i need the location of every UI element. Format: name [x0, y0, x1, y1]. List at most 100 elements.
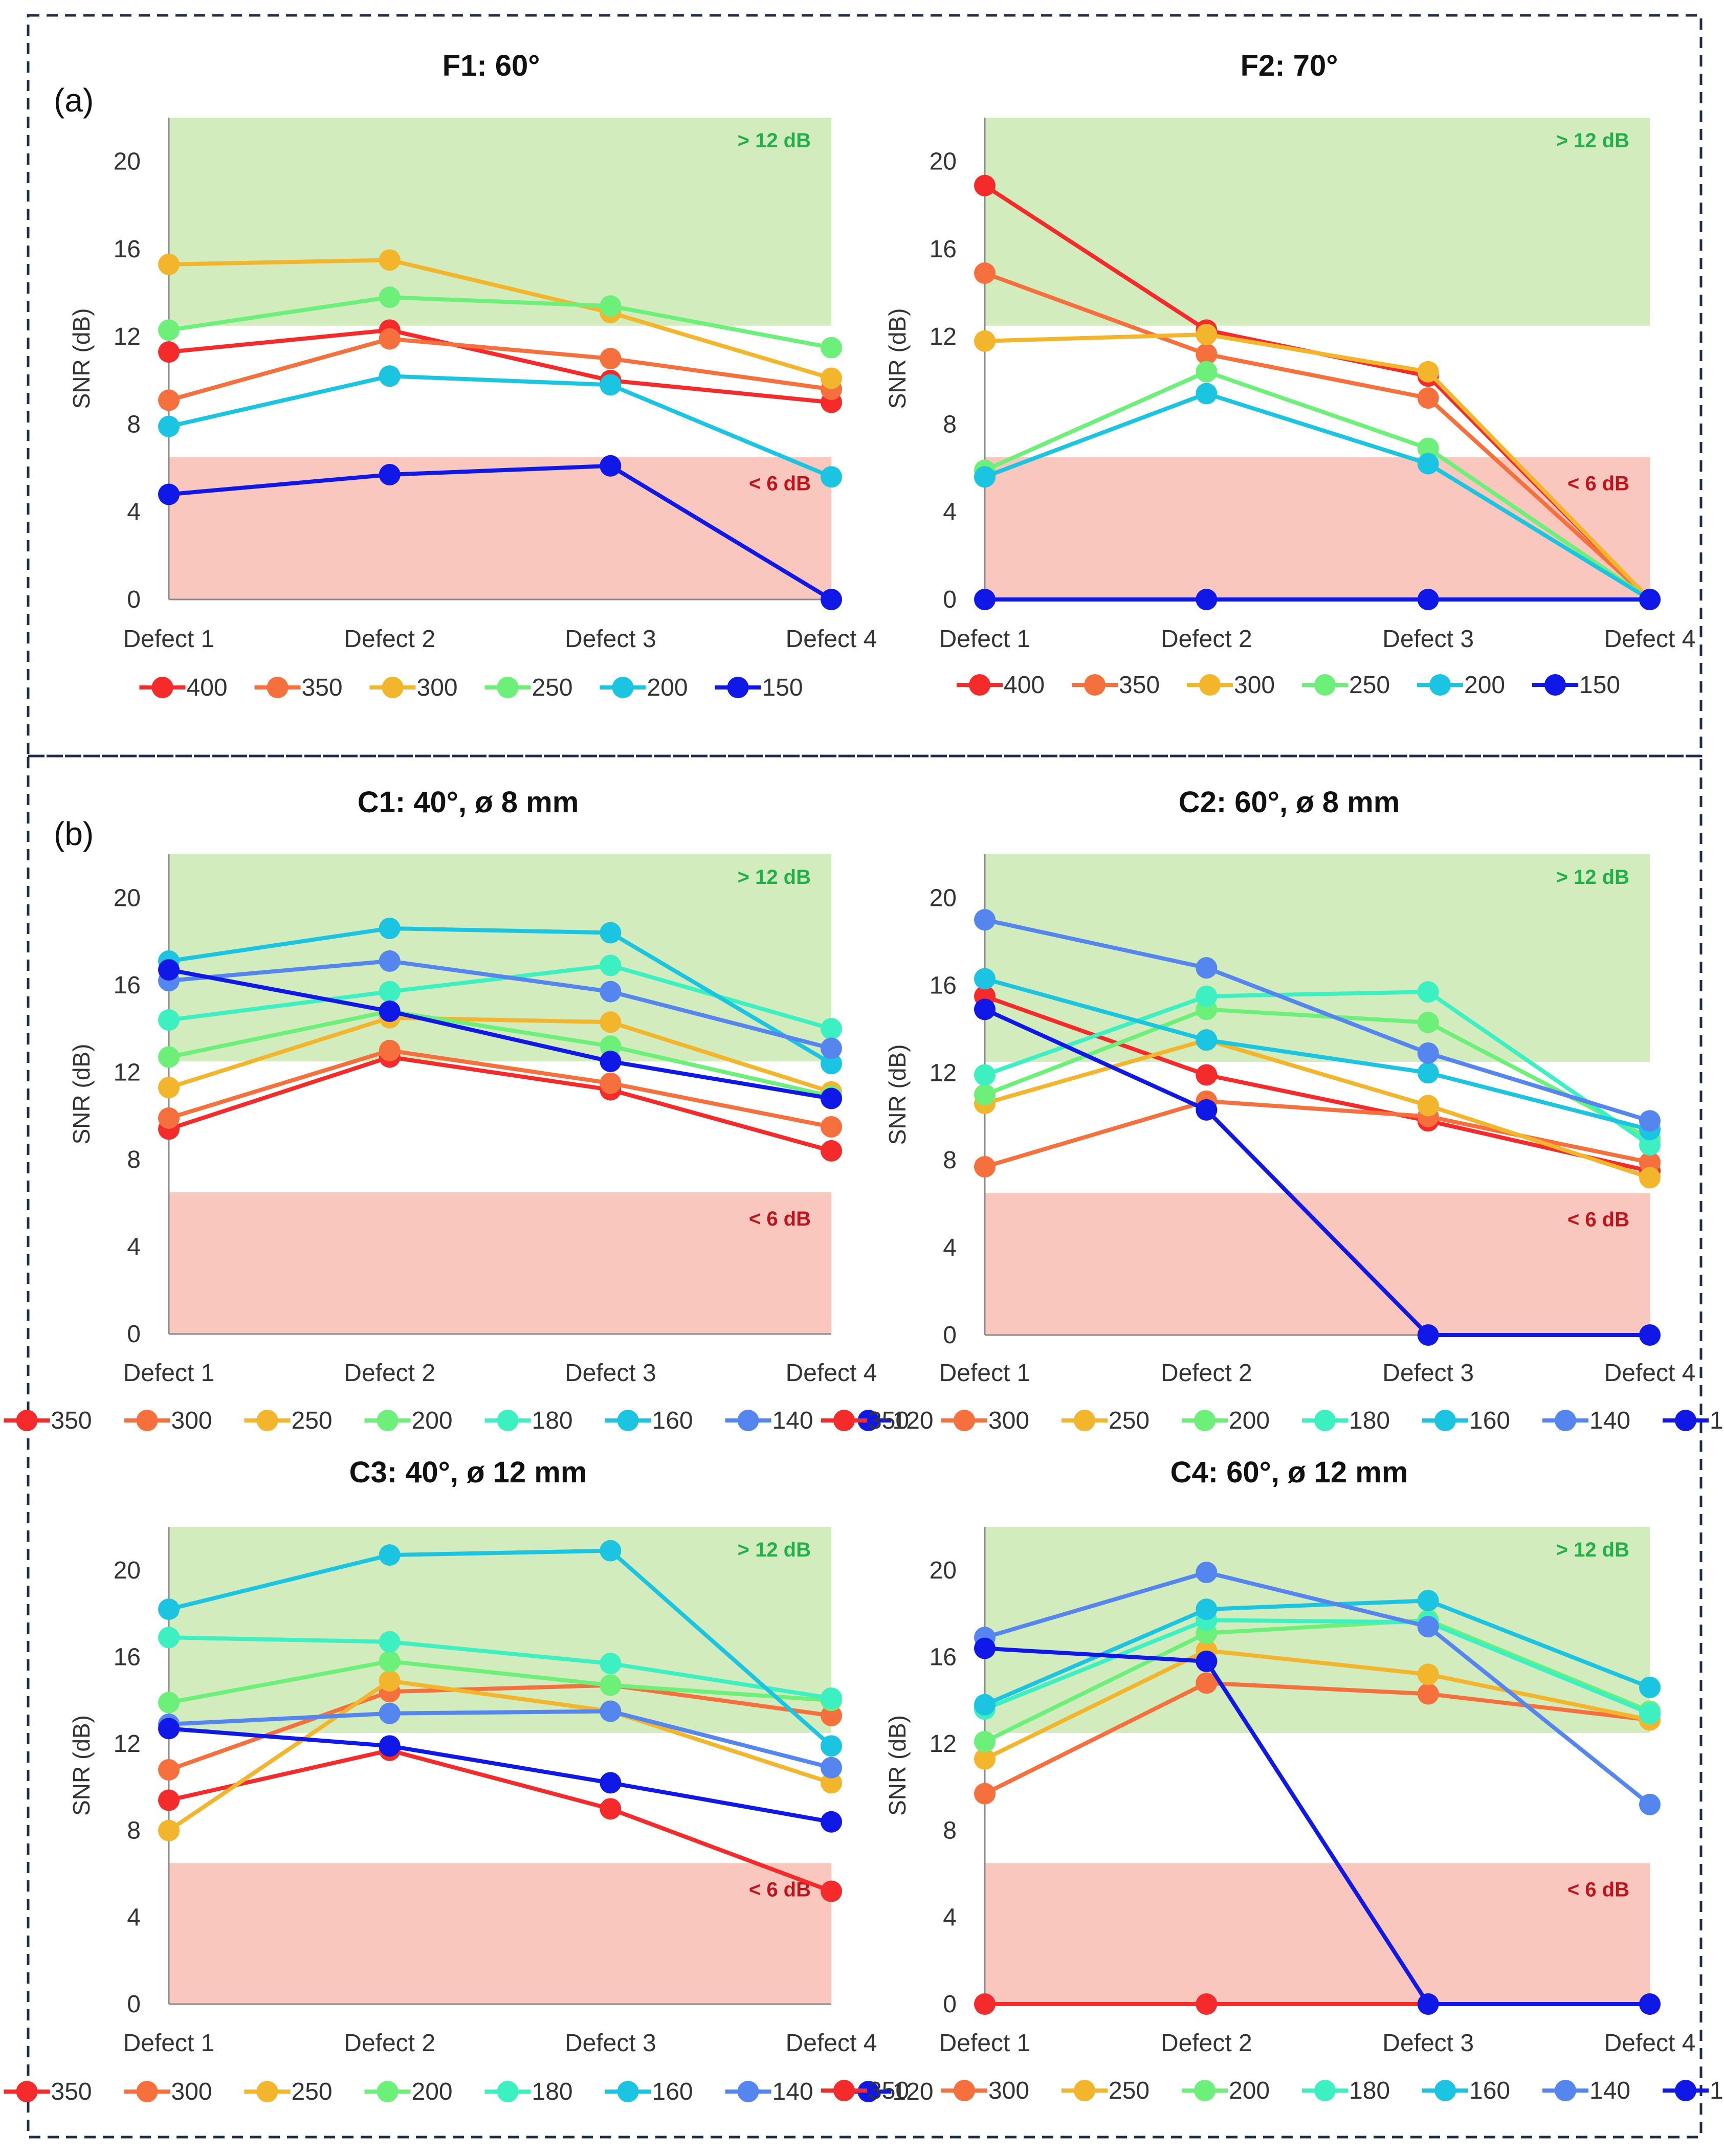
- data-point: [600, 1072, 622, 1094]
- y-tick-label: 12: [114, 323, 141, 350]
- y-axis-label: SNR (dB): [68, 1044, 95, 1145]
- data-point: [1417, 1324, 1439, 1346]
- x-category-label: Defect 2: [1161, 2030, 1252, 2057]
- data-point: [1417, 1993, 1439, 2015]
- legend-label: 180: [1349, 1407, 1390, 1434]
- data-point: [1417, 589, 1439, 610]
- legend-item: 400: [957, 672, 1045, 699]
- x-category-label: Defect 2: [1161, 626, 1252, 653]
- data-point: [600, 922, 622, 944]
- data-point: [1196, 957, 1218, 979]
- data-point: [1417, 981, 1439, 1003]
- series-line: [984, 1007, 1651, 1140]
- series-120: [974, 1637, 1661, 2015]
- legend-swatch-marker: [382, 677, 404, 698]
- y-tick-label: 16: [114, 972, 141, 999]
- legend-swatch-marker: [1675, 1410, 1696, 1431]
- legend-item: 250: [484, 674, 573, 701]
- y-tick-label: 4: [943, 1234, 957, 1261]
- legend-label: 140: [1589, 1407, 1630, 1434]
- data-point: [1417, 1012, 1439, 1033]
- y-tick-label: 8: [943, 1147, 957, 1174]
- data-point: [158, 1046, 180, 1068]
- chart-title: C1: 40°, ø 8 mm: [358, 786, 579, 819]
- data-point: [974, 968, 996, 990]
- data-point: [379, 917, 401, 939]
- legend-label: 160: [1469, 2077, 1510, 2104]
- data-point: [821, 1687, 842, 1709]
- data-point: [1196, 1099, 1218, 1121]
- data-point: [379, 1039, 401, 1061]
- data-point: [974, 174, 996, 196]
- data-point: [1417, 453, 1439, 475]
- data-point: [1639, 1793, 1661, 1815]
- series-200: [158, 365, 842, 488]
- series-180: [158, 1627, 842, 1709]
- x-category-label: Defect 2: [344, 2030, 435, 2057]
- low-snr-band: [985, 457, 1650, 599]
- data-point: [1417, 1616, 1439, 1638]
- series-line: [168, 1709, 832, 1770]
- x-category-label: Defect 2: [344, 1360, 435, 1387]
- legend-label: 180: [532, 1407, 573, 1434]
- legend-label: 120: [893, 1407, 934, 1434]
- legend-label: 300: [171, 1407, 212, 1434]
- data-point: [974, 1993, 996, 2015]
- legend-item: 180: [484, 1407, 573, 1434]
- y-tick-label: 0: [943, 1991, 957, 2018]
- legend-item: 350: [821, 2077, 909, 2104]
- legend-label: 350: [868, 1407, 909, 1434]
- legend-label: 250: [532, 674, 573, 701]
- legend-label: 250: [1349, 672, 1390, 699]
- data-point: [821, 1116, 842, 1138]
- data-point: [379, 1702, 401, 1724]
- legend-label: 350: [51, 2078, 92, 2105]
- series-line: [984, 1038, 1651, 1180]
- low-snr-band: [169, 1192, 831, 1334]
- charts-container: F1: 60° 0 4 8 12 16 20 SNR (dB) Defect 1 Defect 2…: [4, 49, 1724, 2105]
- data-point: [600, 1011, 622, 1033]
- data-point: [1196, 1562, 1218, 1584]
- legend-swatch-marker: [1434, 1410, 1456, 1431]
- data-point: [600, 981, 622, 1003]
- data-point: [1417, 1590, 1439, 1612]
- series-140: [158, 950, 842, 1059]
- legend-label: 140: [772, 1407, 813, 1434]
- data-point: [1639, 1134, 1661, 1156]
- x-category-label: Defect 4: [786, 2030, 877, 2057]
- data-point: [821, 1772, 842, 1794]
- legend-item: 200: [1417, 672, 1505, 699]
- legend-label: 350: [868, 2077, 909, 2104]
- legend-swatch-marker: [954, 2080, 975, 2101]
- legend-label: 350: [51, 1407, 92, 1434]
- series-line: [984, 990, 1651, 1147]
- series-line: [984, 1007, 1650, 1337]
- series-350: [158, 328, 842, 411]
- legend-swatch-marker: [1429, 674, 1451, 696]
- data-point: [974, 330, 996, 352]
- data-point: [158, 1819, 180, 1841]
- data-point: [1639, 1676, 1661, 1698]
- series-line: [984, 1570, 1651, 1806]
- legend-label: 300: [988, 1407, 1029, 1434]
- legend-label: 250: [292, 1407, 333, 1434]
- series-180: [974, 981, 1661, 1156]
- x-category-label: Defect 1: [939, 2030, 1031, 2057]
- data-point: [600, 1035, 622, 1057]
- legend-swatch-marker: [267, 677, 289, 698]
- series-120: [158, 959, 842, 1109]
- legend-swatch-marker: [1084, 674, 1106, 696]
- data-point: [1196, 383, 1218, 405]
- data-point: [974, 466, 996, 488]
- legend-swatch-marker: [1544, 674, 1566, 696]
- legend-item: 300: [1187, 672, 1275, 699]
- data-point: [1417, 361, 1439, 383]
- legend: 400 350 300 250 200 150: [957, 672, 1620, 699]
- series-line: [168, 258, 832, 381]
- legend-label: 200: [647, 674, 688, 701]
- chart-f2: F2: 70° 0 4 8 12 16 20 SNR (dB) Defect 1 Defect 2…: [884, 49, 1695, 699]
- legend-item: 250: [1062, 2077, 1150, 2104]
- legend-item: 120: [1663, 1407, 1724, 1434]
- chart-title: C3: 40°, ø 12 mm: [349, 1456, 587, 1489]
- legend-item: 200: [1182, 1407, 1270, 1434]
